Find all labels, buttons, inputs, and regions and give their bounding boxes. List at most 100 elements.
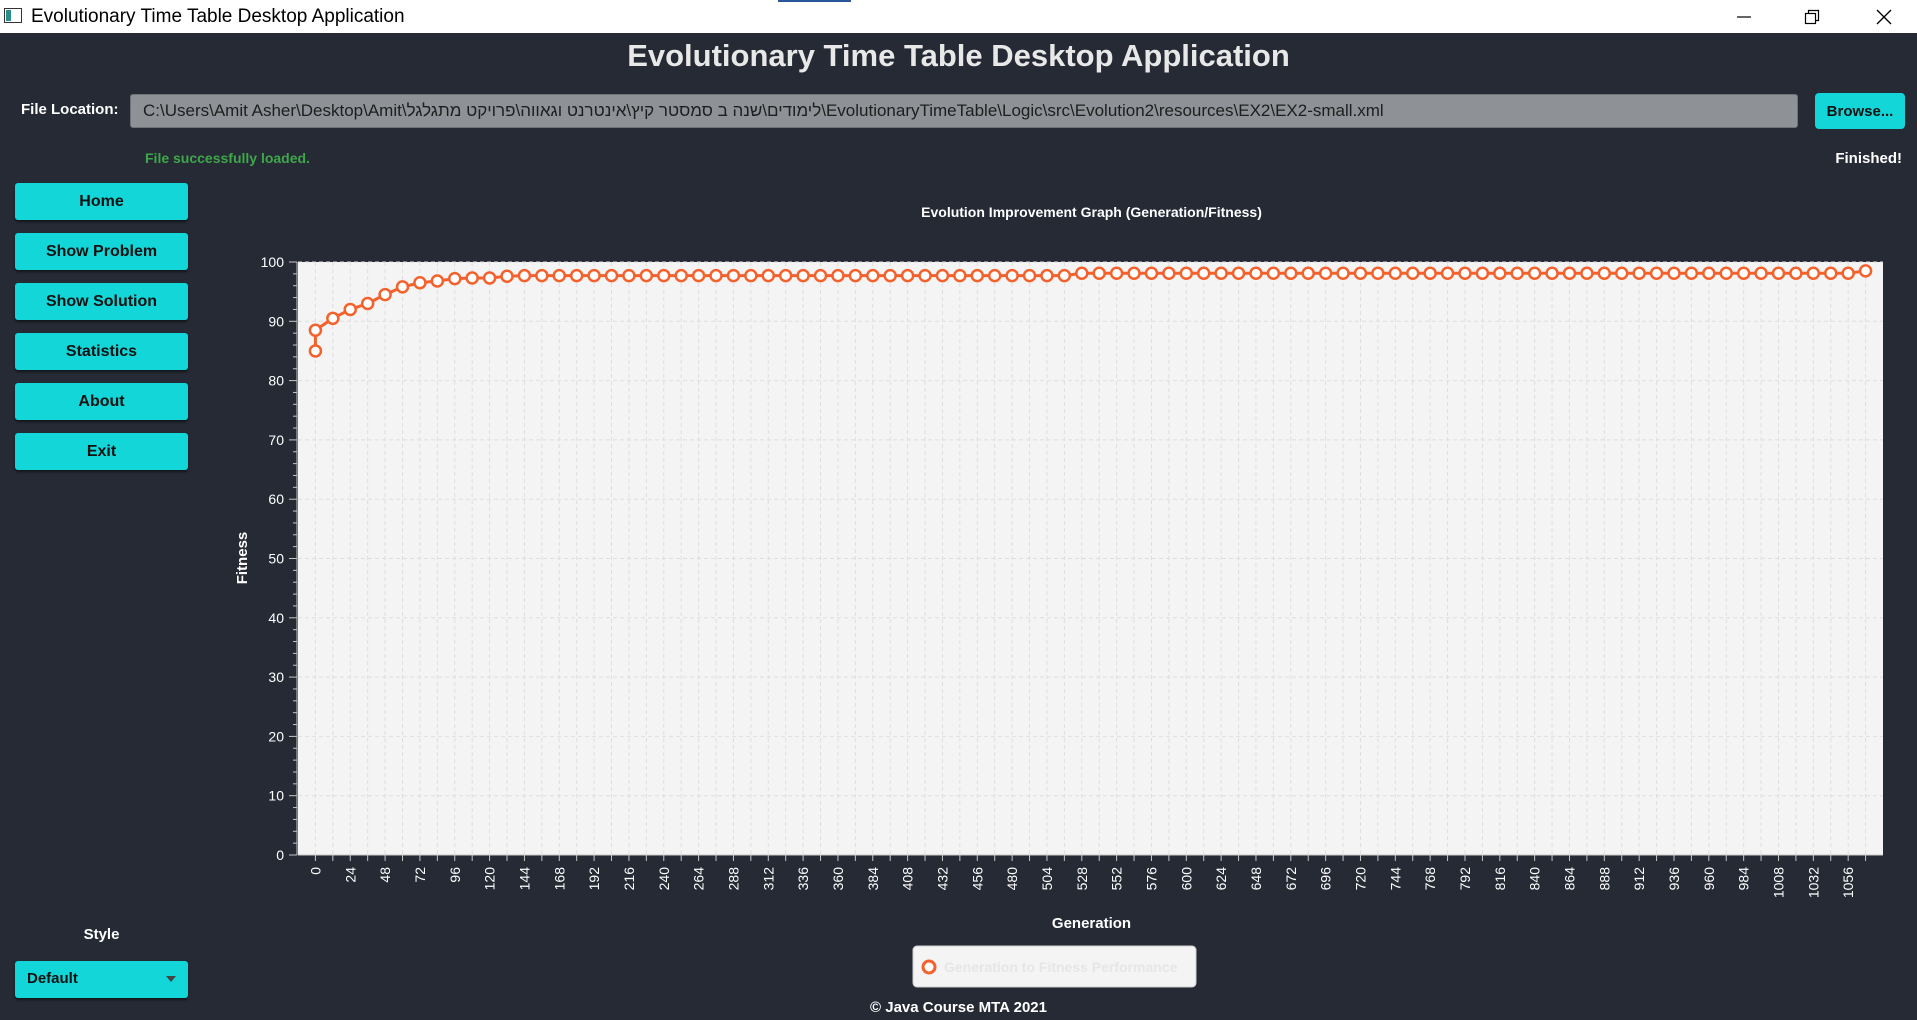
x-tick-label: 408 [900,867,916,891]
x-tick-label: 936 [1666,867,1682,891]
x-tick-label: 1032 [1805,867,1821,898]
app-icon [4,8,22,23]
x-tick-label: 768 [1422,867,1438,891]
x-tick-label: 144 [516,867,532,891]
data-point [1284,266,1298,281]
data-point [569,268,584,283]
data-point [1702,266,1716,281]
y-tick-label: 60 [268,491,284,507]
x-tick-label: 456 [969,867,985,891]
minimize-button[interactable] [1712,0,1776,33]
x-tick-label: 888 [1596,867,1612,891]
footer-copyright: © Java Course MTA 2021 [870,999,1047,1016]
data-point [1231,266,1246,281]
x-tick-label: 648 [1248,867,1264,891]
data-point [1493,266,1507,281]
data-point [1527,266,1542,281]
data-point [639,268,654,283]
about-button[interactable]: About [15,383,188,420]
data-point [987,268,1002,283]
file-location-label: File Location: [21,101,119,118]
x-tick-label: 504 [1039,867,1055,891]
browse-button[interactable]: Browse... [1815,93,1905,129]
data-point [1336,266,1350,281]
x-tick-label: 528 [1074,867,1090,891]
data-point [1214,266,1228,281]
x-tick-label: 576 [1143,867,1159,891]
x-tick-label: 312 [760,867,776,891]
x-tick-label: 288 [725,867,741,891]
data-point [308,344,323,358]
data-point [1719,266,1733,281]
data-point [1266,266,1281,281]
x-tick-label: 192 [586,867,602,891]
data-point [1353,266,1368,281]
data-point [709,268,723,283]
x-tick-label: 1056 [1840,867,1856,898]
show-problem-button[interactable]: Show Problem [15,233,188,270]
data-point [1771,266,1786,281]
data-point [448,271,462,286]
data-point [691,268,706,283]
data-point [1614,266,1629,281]
window-titlebar: Evolutionary Time Table Desktop Applicat… [0,0,1917,33]
x-tick-label: 432 [934,867,950,891]
legend-label: Generation to Fitness Performance [944,959,1178,975]
data-point [1736,266,1751,281]
x-tick-label: 96 [447,867,463,883]
x-tick-label: 696 [1318,867,1334,891]
data-point [552,268,567,283]
data-point [378,287,392,302]
statistics-button[interactable]: Statistics [15,333,188,370]
show-solution-button[interactable]: Show Solution [15,283,188,320]
x-axis-title: Generation [1052,915,1131,932]
x-tick-label: 120 [482,867,498,891]
data-point [1249,266,1263,281]
data-point [1754,266,1768,281]
x-tick-label: 720 [1352,867,1368,891]
exit-button[interactable]: Exit [15,433,188,470]
x-tick-label: 48 [377,867,393,883]
style-select-value: Default [27,970,78,987]
data-point [866,268,880,283]
data-point [604,268,619,283]
data-point [360,296,375,311]
x-tick-label: 552 [1109,867,1125,891]
data-point [744,268,758,283]
x-tick-label: 624 [1213,867,1229,891]
data-point [1649,266,1664,281]
y-tick-label: 80 [268,373,284,389]
data-point [900,268,915,283]
data-point [1371,266,1385,281]
titlebar-accent [778,0,851,2]
file-location-field[interactable]: C:\Users\Amit Asher\Desktop\Amit\לימודים… [130,94,1798,128]
legend-marker [921,959,937,975]
restore-button[interactable] [1780,0,1844,33]
status-message: File successfully loaded. [145,150,310,166]
x-tick-label: 0 [307,867,323,875]
data-point [535,268,549,283]
y-tick-label: 0 [276,847,284,863]
data-point [1841,266,1855,281]
data-point [1057,268,1072,283]
y-tick-label: 20 [268,728,284,744]
data-point [517,268,532,283]
style-select[interactable]: Default [15,961,188,998]
finished-message: Finished! [1835,150,1902,167]
y-tick-label: 10 [268,788,284,804]
data-point [1458,266,1472,281]
home-button[interactable]: Home [15,183,188,220]
data-point [831,268,845,283]
data-point [1301,266,1315,281]
y-axis-title: Fitness [234,532,251,585]
x-tick-label: 24 [342,867,358,883]
x-tick-label: 960 [1701,867,1717,891]
data-point [1423,266,1437,281]
app-title: Evolutionary Time Table Desktop Applicat… [627,38,1290,73]
y-tick-label: 30 [268,669,284,685]
x-tick-label: 744 [1387,867,1403,891]
close-button[interactable] [1852,0,1916,33]
data-point [1127,266,1141,281]
data-point [935,268,950,283]
